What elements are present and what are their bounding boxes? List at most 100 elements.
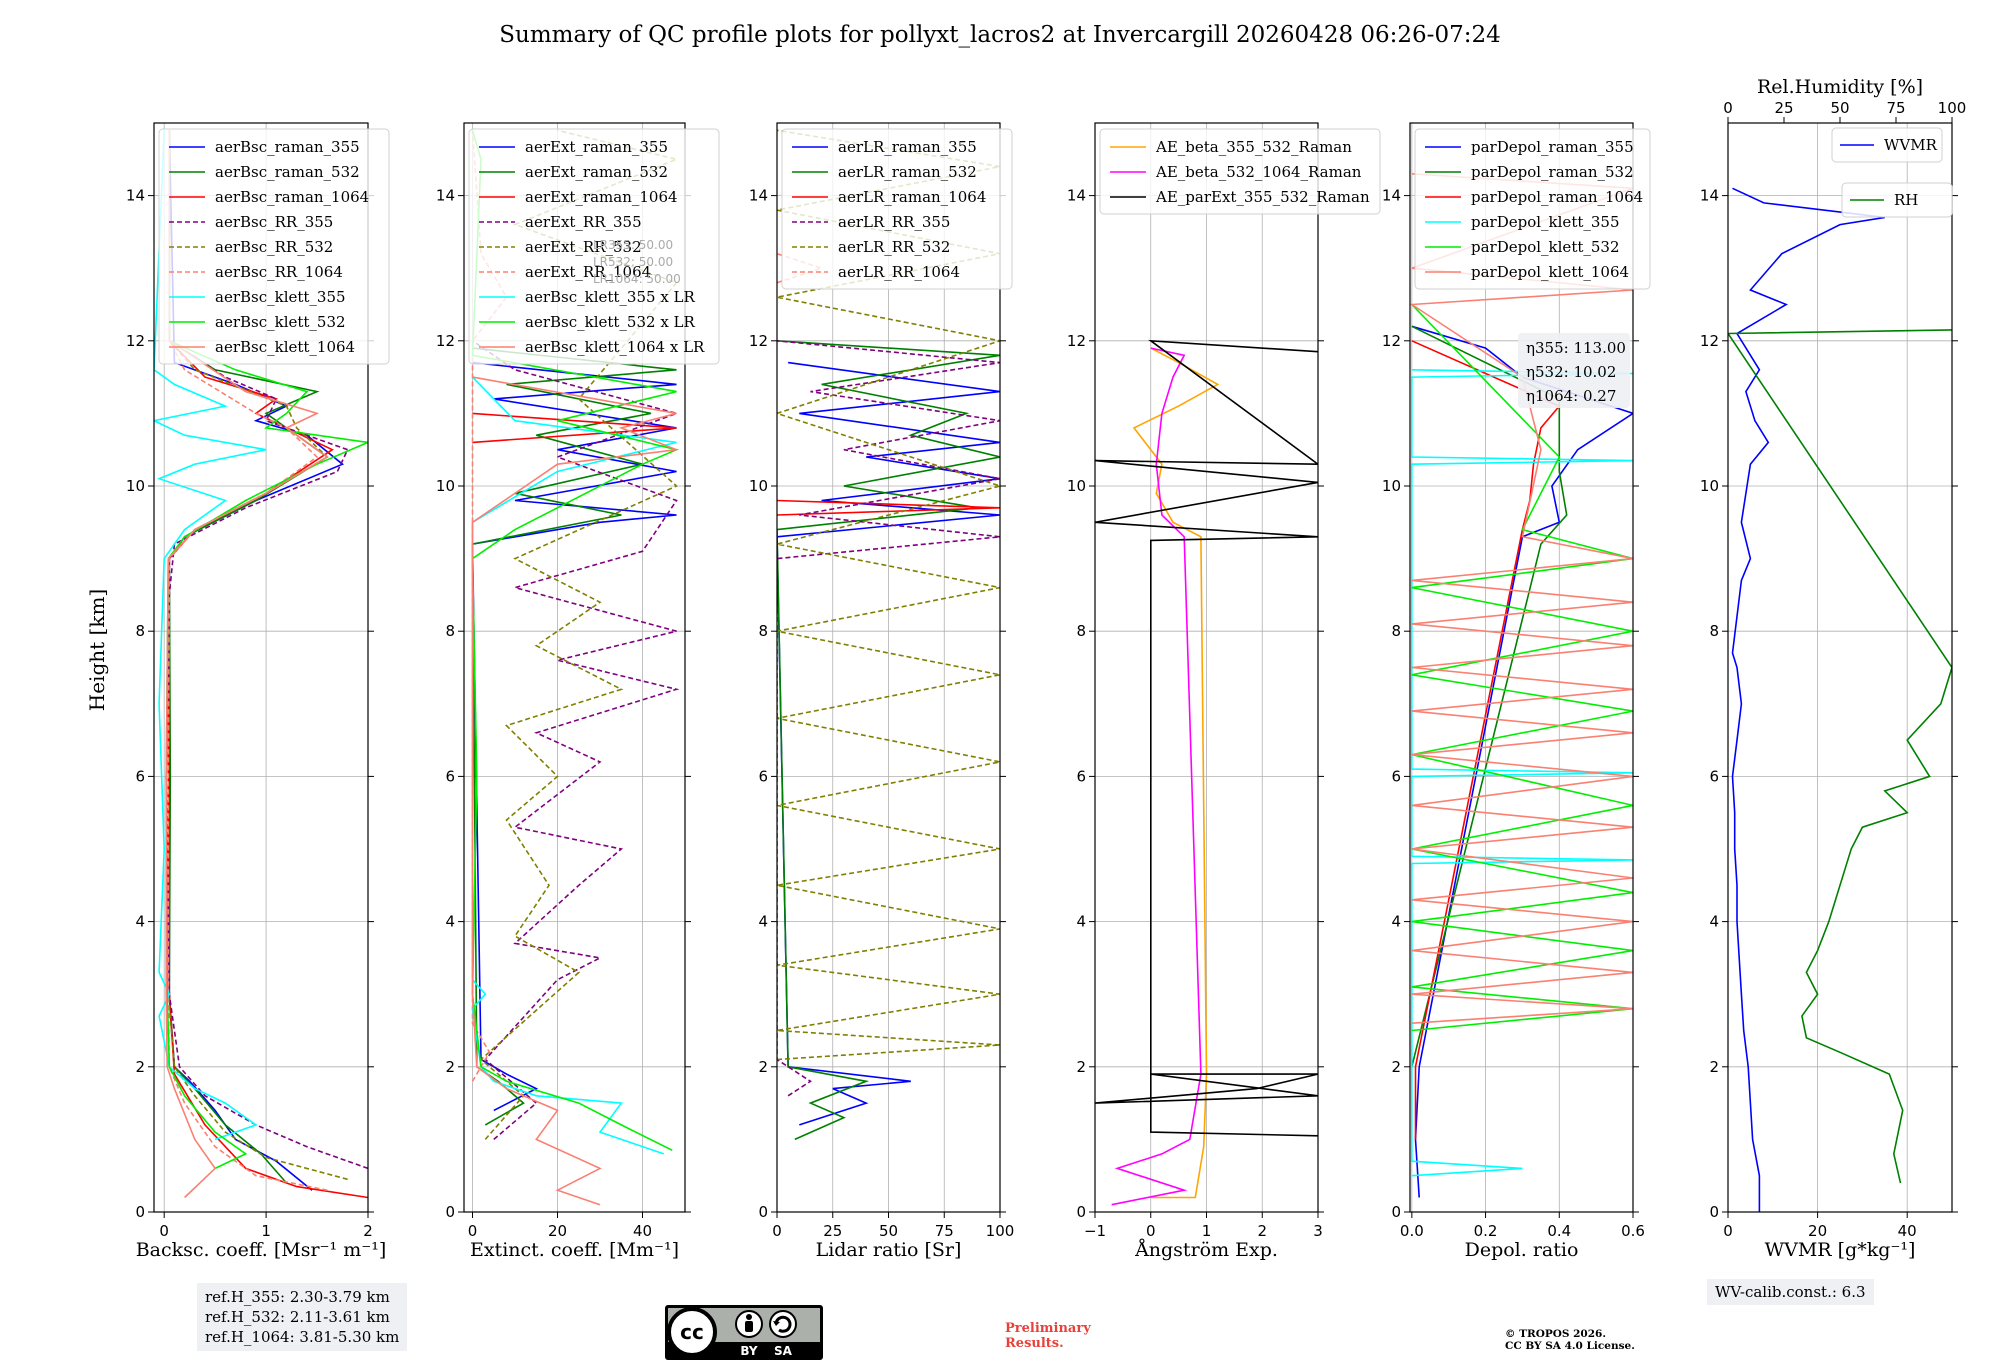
x-tick-label: 40 bbox=[633, 1222, 652, 1240]
legend-label-aerBsc_RR_532: aerBsc_RR_532 bbox=[215, 238, 333, 256]
legend-box bbox=[468, 128, 720, 365]
lr-label: LR355: 50.00 bbox=[593, 238, 673, 252]
series-aerLR_raman_532 bbox=[777, 340, 1000, 1141]
y-tick-label: 12 bbox=[126, 332, 145, 350]
legend-box bbox=[1831, 127, 1943, 163]
legend-box bbox=[1099, 128, 1381, 215]
y-tick-label: 4 bbox=[758, 913, 768, 931]
top-x-tick-label: 25 bbox=[1774, 99, 1793, 117]
legend-label-aerBsc_RR_1064: aerBsc_RR_1064 bbox=[215, 263, 343, 281]
series-aerExt_raman_532 bbox=[471, 347, 677, 1126]
by-text: BY bbox=[740, 1344, 757, 1358]
y-tick-label: 6 bbox=[758, 767, 768, 785]
eta-label: η532: 10.02 bbox=[1526, 363, 1616, 381]
y-tick-label: 0 bbox=[1076, 1203, 1086, 1221]
x-tick-label: 1 bbox=[261, 1222, 271, 1240]
y-tick-label: 12 bbox=[749, 332, 768, 350]
y-tick-label: 14 bbox=[1700, 187, 1719, 205]
y-tick-label: 10 bbox=[749, 477, 768, 495]
ref-height-1064: ref.H_1064: 3.81-5.30 km bbox=[205, 1328, 400, 1346]
eta-label: η355: 113.00 bbox=[1526, 339, 1626, 357]
series-group bbox=[154, 130, 368, 1199]
y-tick-label: 0 bbox=[1709, 1203, 1719, 1221]
legend-label-parDepol_raman_1064: parDepol_raman_1064 bbox=[1471, 188, 1643, 206]
legend-label-aerExt_RR_532: aerExt_RR_532 bbox=[525, 238, 642, 256]
x-tick-label: −1 bbox=[1084, 1222, 1106, 1240]
y-tick-label: 12 bbox=[1382, 332, 1401, 350]
series-AE_beta_355_532_Raman bbox=[1132, 347, 1220, 1199]
legend-label-aerExt_raman_1064: aerExt_raman_1064 bbox=[525, 188, 678, 206]
series-aerExt_RR_355 bbox=[472, 340, 680, 1141]
series-aerLR_RR_355 bbox=[777, 340, 1000, 1097]
series-aerBsc_klett_1064 x LR bbox=[471, 376, 677, 1206]
series-aerBsc_klett_355 x LR bbox=[471, 376, 677, 1155]
preliminary-results-note: Preliminary Results. bbox=[1005, 1321, 1091, 1351]
series-aerExt_RR_1064 bbox=[471, 130, 508, 1082]
series-aerBsc_RR_355 bbox=[165, 130, 368, 1170]
series-parDepol_klett_355 bbox=[1411, 369, 1633, 1177]
x-tick-label: 75 bbox=[935, 1222, 954, 1240]
cc-icon-text: cc bbox=[680, 1320, 704, 1344]
y-tick-label: 2 bbox=[445, 1058, 455, 1076]
legend-label-aerBsc_raman_355: aerBsc_raman_355 bbox=[215, 138, 360, 156]
y-tick-label: 10 bbox=[1700, 477, 1719, 495]
series-group bbox=[1728, 187, 1952, 1212]
legend-label-aerExt_RR_1064: aerExt_RR_1064 bbox=[525, 263, 651, 281]
series-aerBsc_klett_532 x LR bbox=[471, 130, 680, 1152]
legend-label-aerExt_raman_355: aerExt_raman_355 bbox=[525, 138, 668, 156]
legend-label-aerExt_raman_532: aerExt_raman_532 bbox=[525, 163, 668, 181]
x-tick-label: 0 bbox=[772, 1222, 782, 1240]
y-tick-label: 4 bbox=[445, 913, 455, 931]
legend-label-aerLR_RR_532: aerLR_RR_532 bbox=[838, 238, 950, 256]
y-tick-label: 6 bbox=[1391, 767, 1401, 785]
x-tick-label: 1 bbox=[1202, 1222, 1212, 1240]
y-tick-label: 6 bbox=[445, 767, 455, 785]
y-tick-label: 6 bbox=[135, 767, 145, 785]
legend-box bbox=[1841, 182, 1953, 218]
y-tick-label: 2 bbox=[1076, 1058, 1086, 1076]
y-tick-label: 8 bbox=[758, 622, 768, 640]
figure-title: Summary of QC profile plots for pollyxt_… bbox=[499, 22, 1501, 48]
x-tick-label: 2 bbox=[363, 1222, 373, 1240]
series-aerExt_raman_355 bbox=[471, 361, 677, 1112]
legend-label-parDepol_klett_532: parDepol_klett_532 bbox=[1471, 238, 1620, 256]
y-tick-label: 14 bbox=[126, 187, 145, 205]
eta-label: η1064: 0.27 bbox=[1526, 387, 1616, 405]
legend-label-aerExt_RR_355: aerExt_RR_355 bbox=[525, 213, 642, 231]
y-tick-label: 14 bbox=[1067, 187, 1086, 205]
cc-icon bbox=[667, 1307, 717, 1357]
series-parDepol_raman_1064 bbox=[1411, 340, 1561, 1140]
series-aerExt_raman_1064 bbox=[472, 412, 677, 444]
y-tick-label: 4 bbox=[1391, 913, 1401, 931]
series-parDepol_raman_355 bbox=[1411, 325, 1633, 1198]
x-tick-label: 0 bbox=[1723, 1222, 1733, 1240]
legend-label-AE_beta_532_1064_Raman: AE_beta_532_1064_Raman bbox=[1155, 163, 1362, 181]
legend-label-aerBsc_klett_1064 x LR: aerBsc_klett_1064 x LR bbox=[525, 338, 705, 356]
x-tick-label: 0.0 bbox=[1400, 1222, 1424, 1240]
panel-lr: 0 2 4 6 8 10 12 14 0 25 50 75 100 Lidar ratio [Sr] aer… bbox=[749, 122, 1014, 1261]
y-tick-label: 8 bbox=[1391, 622, 1401, 640]
x-tick-label: 25 bbox=[823, 1222, 842, 1240]
ref-height-532: ref.H_532: 2.11-3.61 km bbox=[205, 1308, 390, 1326]
legend-label-aerBsc_raman_532: aerBsc_raman_532 bbox=[215, 163, 360, 181]
y-tick-label: 10 bbox=[436, 477, 455, 495]
axes-frame bbox=[153, 122, 369, 1213]
series-AE_beta_532_1064_Raman bbox=[1111, 347, 1202, 1206]
x-tick-label: 2 bbox=[1257, 1222, 1267, 1240]
y-tick-label: 4 bbox=[1076, 913, 1086, 931]
y-tick-label: 12 bbox=[1700, 332, 1719, 350]
y-tick-label: 2 bbox=[135, 1058, 145, 1076]
top-x-tick-label: 75 bbox=[1886, 99, 1905, 117]
copyright-line-1: © TROPOS 2026. bbox=[1505, 1328, 1607, 1340]
y-tick-label: 10 bbox=[1067, 477, 1086, 495]
y-tick-label: 2 bbox=[758, 1058, 768, 1076]
copyright-note: © TROPOS 2026. CC BY SA 4.0 License. bbox=[1505, 1328, 1635, 1352]
y-tick-label: 14 bbox=[436, 187, 455, 205]
y-axis-label: Height [km] bbox=[85, 589, 109, 711]
y-tick-label: 12 bbox=[436, 332, 455, 350]
y-tick-label: 6 bbox=[1076, 767, 1086, 785]
top-x-tick-label: 0 bbox=[1723, 99, 1733, 117]
legend-box bbox=[1414, 128, 1651, 290]
